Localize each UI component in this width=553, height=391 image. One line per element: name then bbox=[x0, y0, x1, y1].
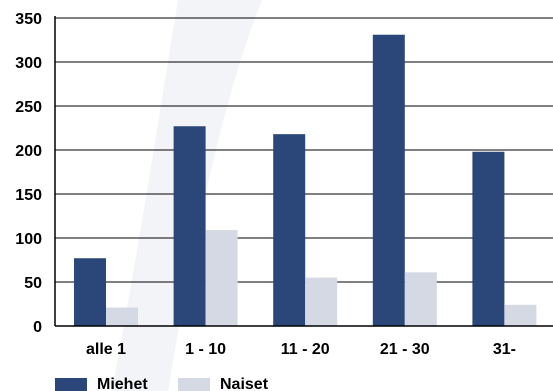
x-tick-label: alle 1 bbox=[86, 341, 126, 358]
bars bbox=[74, 34, 537, 327]
bar-naiset-1 bbox=[205, 230, 238, 326]
legend-label-naiset: Naiset bbox=[220, 376, 269, 391]
bar-miehet-4 bbox=[472, 151, 505, 326]
bar-naiset-2 bbox=[305, 277, 338, 326]
y-axis-ticks: 0 50 100 150 200 250 300 350 bbox=[15, 11, 42, 336]
legend: Miehet Naiset bbox=[55, 376, 269, 391]
x-tick-label: 31- bbox=[493, 341, 516, 358]
legend-swatch-miehet bbox=[55, 378, 87, 391]
y-tick-label: 150 bbox=[15, 187, 42, 204]
y-tick-label: 0 bbox=[33, 319, 42, 336]
legend-label-miehet: Miehet bbox=[97, 376, 148, 391]
y-tick-label: 50 bbox=[24, 275, 42, 292]
y-tick-label: 100 bbox=[15, 231, 42, 248]
x-tick-label: 1 - 10 bbox=[185, 341, 226, 358]
bar-miehet-0 bbox=[74, 258, 106, 326]
bar-miehet-1 bbox=[173, 126, 206, 327]
bar-naiset-3 bbox=[404, 272, 437, 326]
bar-naiset-4 bbox=[504, 304, 537, 326]
legend-swatch-naiset bbox=[178, 378, 210, 391]
y-tick-label: 300 bbox=[15, 55, 42, 72]
y-tick-label: 200 bbox=[15, 143, 42, 160]
bar-miehet-2 bbox=[273, 134, 306, 326]
bar-naiset-0 bbox=[106, 307, 138, 326]
x-axis-ticks: alle 1 1 - 10 11 - 20 21 - 30 31- bbox=[86, 341, 516, 358]
x-tick-label: 11 - 20 bbox=[281, 341, 330, 358]
bar-miehet-3 bbox=[372, 34, 405, 326]
y-tick-label: 250 bbox=[15, 99, 42, 116]
y-tick-label: 350 bbox=[15, 11, 42, 28]
x-tick-label: 21 - 30 bbox=[380, 341, 430, 358]
